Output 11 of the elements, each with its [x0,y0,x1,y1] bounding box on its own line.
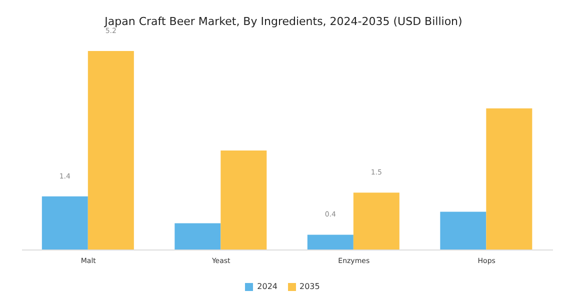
bar [174,223,221,250]
bar [486,108,532,250]
legend-label: 2024 [257,282,278,291]
bar [353,192,400,250]
bar [440,212,486,250]
chart-title: Japan Craft Beer Market, By Ingredients, 2024-2035 (USD Billion) [103,15,464,28]
bar [42,196,88,250]
bar [307,234,354,250]
legend-label: 2035 [300,282,320,291]
bar [220,150,267,250]
bar [88,51,134,250]
